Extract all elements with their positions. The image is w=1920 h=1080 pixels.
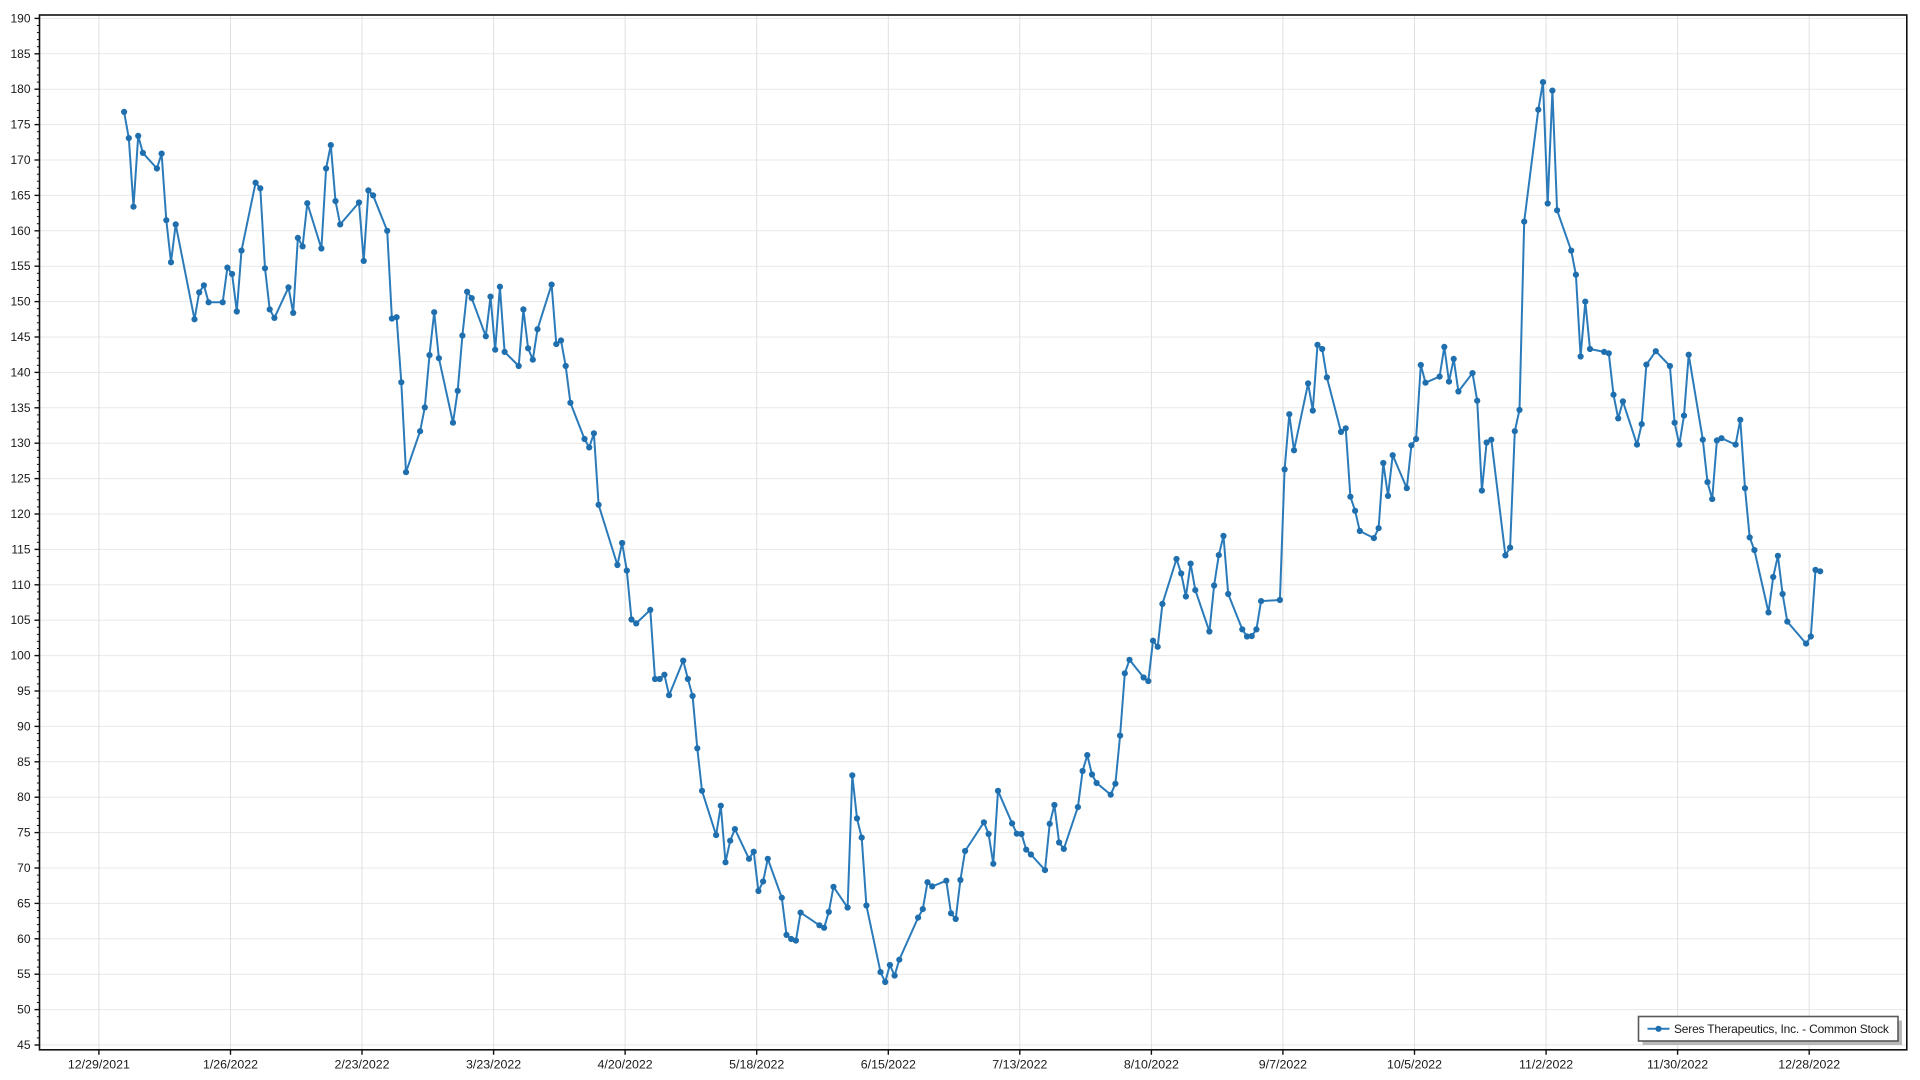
svg-text:85: 85 xyxy=(17,755,31,769)
svg-text:12/29/2021: 12/29/2021 xyxy=(68,1058,130,1072)
svg-text:120: 120 xyxy=(10,507,30,521)
svg-text:135: 135 xyxy=(10,401,30,415)
svg-text:95: 95 xyxy=(17,684,31,698)
svg-text:90: 90 xyxy=(17,719,31,733)
svg-text:175: 175 xyxy=(10,118,30,132)
svg-text:75: 75 xyxy=(17,826,31,840)
svg-text:100: 100 xyxy=(10,649,30,663)
svg-text:11/2/2022: 11/2/2022 xyxy=(1519,1058,1573,1072)
svg-text:5/18/2022: 5/18/2022 xyxy=(729,1058,784,1072)
svg-text:115: 115 xyxy=(11,542,30,556)
svg-text:3/23/2022: 3/23/2022 xyxy=(466,1058,521,1072)
svg-text:55: 55 xyxy=(17,967,31,981)
svg-text:10/5/2022: 10/5/2022 xyxy=(1387,1058,1442,1072)
svg-text:170: 170 xyxy=(10,153,30,167)
svg-text:1/26/2022: 1/26/2022 xyxy=(203,1058,258,1072)
svg-text:11/30/2022: 11/30/2022 xyxy=(1647,1058,1708,1072)
svg-text:7/13/2022: 7/13/2022 xyxy=(992,1058,1047,1072)
svg-text:180: 180 xyxy=(10,82,30,96)
svg-text:Seres Therapeutics, Inc. - Com: Seres Therapeutics, Inc. - Common Stock xyxy=(1674,1022,1890,1036)
svg-text:45: 45 xyxy=(17,1038,31,1052)
svg-text:105: 105 xyxy=(10,613,30,627)
svg-text:2/23/2022: 2/23/2022 xyxy=(334,1058,389,1072)
svg-text:65: 65 xyxy=(17,896,31,910)
svg-text:70: 70 xyxy=(17,861,31,875)
svg-text:160: 160 xyxy=(10,224,30,238)
svg-text:80: 80 xyxy=(17,790,31,804)
svg-text:110: 110 xyxy=(11,578,30,592)
svg-text:185: 185 xyxy=(10,47,30,61)
svg-text:8/10/2022: 8/10/2022 xyxy=(1124,1058,1179,1072)
svg-text:9/7/2022: 9/7/2022 xyxy=(1259,1058,1307,1072)
svg-text:190: 190 xyxy=(10,11,30,25)
svg-text:155: 155 xyxy=(10,259,30,273)
svg-text:130: 130 xyxy=(10,436,30,450)
svg-text:12/28/2022: 12/28/2022 xyxy=(1778,1058,1840,1072)
svg-text:165: 165 xyxy=(10,188,30,202)
svg-text:145: 145 xyxy=(10,330,30,344)
svg-text:60: 60 xyxy=(17,932,31,946)
svg-text:140: 140 xyxy=(10,365,30,379)
svg-text:125: 125 xyxy=(10,472,30,486)
svg-text:6/15/2022: 6/15/2022 xyxy=(861,1058,916,1072)
svg-text:150: 150 xyxy=(10,295,30,309)
svg-text:50: 50 xyxy=(17,1003,31,1017)
svg-text:4/20/2022: 4/20/2022 xyxy=(598,1058,653,1072)
